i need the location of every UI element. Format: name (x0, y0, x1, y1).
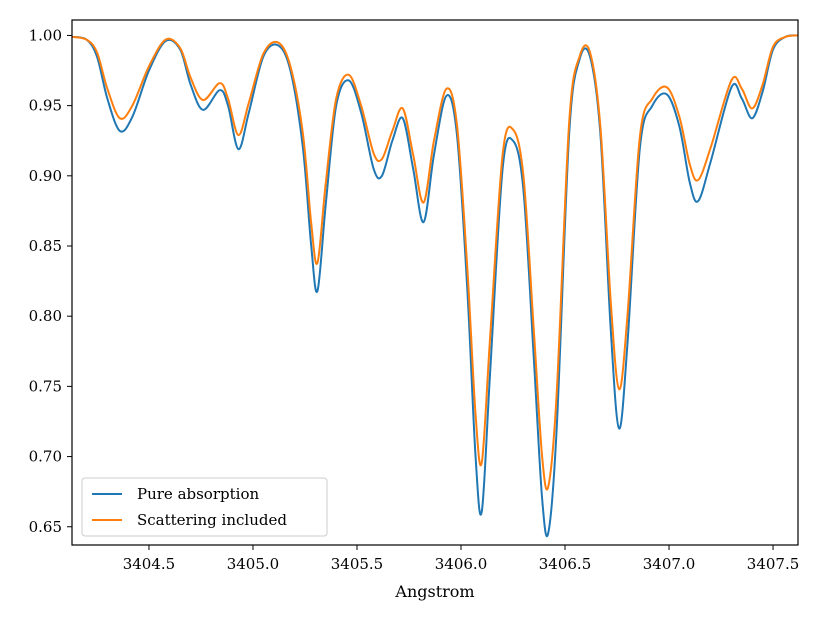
y-tick-label: 0.70 (29, 448, 62, 466)
x-tick-label: 3406.0 (435, 555, 488, 573)
x-tick-label: 3404.5 (123, 555, 176, 573)
y-axis: 1.00 0.95 0.90 0.85 0.80 0.75 0.70 0.65 (29, 26, 72, 536)
axes-frame (71, 19, 799, 546)
x-axis: 3404.5 3405.0 3405.5 3406.0 3406.5 3407.0 3407… (123, 545, 800, 573)
series-line-pure-absorption (72, 34, 798, 538)
x-tick-label: 3407.0 (643, 555, 696, 573)
y-tick-label: 0.75 (29, 377, 62, 395)
legend: Pure absorption Scattering included (81, 477, 328, 537)
legend-box (81, 477, 328, 537)
x-tick-label: 3405.5 (331, 555, 384, 573)
x-axis-label: Angstrom (394, 582, 474, 601)
legend-label: Pure absorption (137, 485, 259, 503)
y-tick-label: 0.65 (29, 518, 62, 536)
series-layer (72, 34, 798, 538)
x-tick-label: 3405.0 (227, 555, 280, 573)
y-tick-label: 0.95 (29, 97, 62, 115)
y-tick-label: 0.85 (29, 237, 62, 255)
x-tick-label: 3407.5 (747, 555, 800, 573)
y-tick-label: 1.00 (29, 26, 62, 44)
y-tick-label: 0.80 (29, 307, 62, 325)
legend-label: Scattering included (137, 511, 287, 529)
y-tick-label: 0.90 (29, 167, 62, 185)
series-line-scattering-included (72, 34, 798, 491)
x-tick-label: 3406.5 (539, 555, 592, 573)
